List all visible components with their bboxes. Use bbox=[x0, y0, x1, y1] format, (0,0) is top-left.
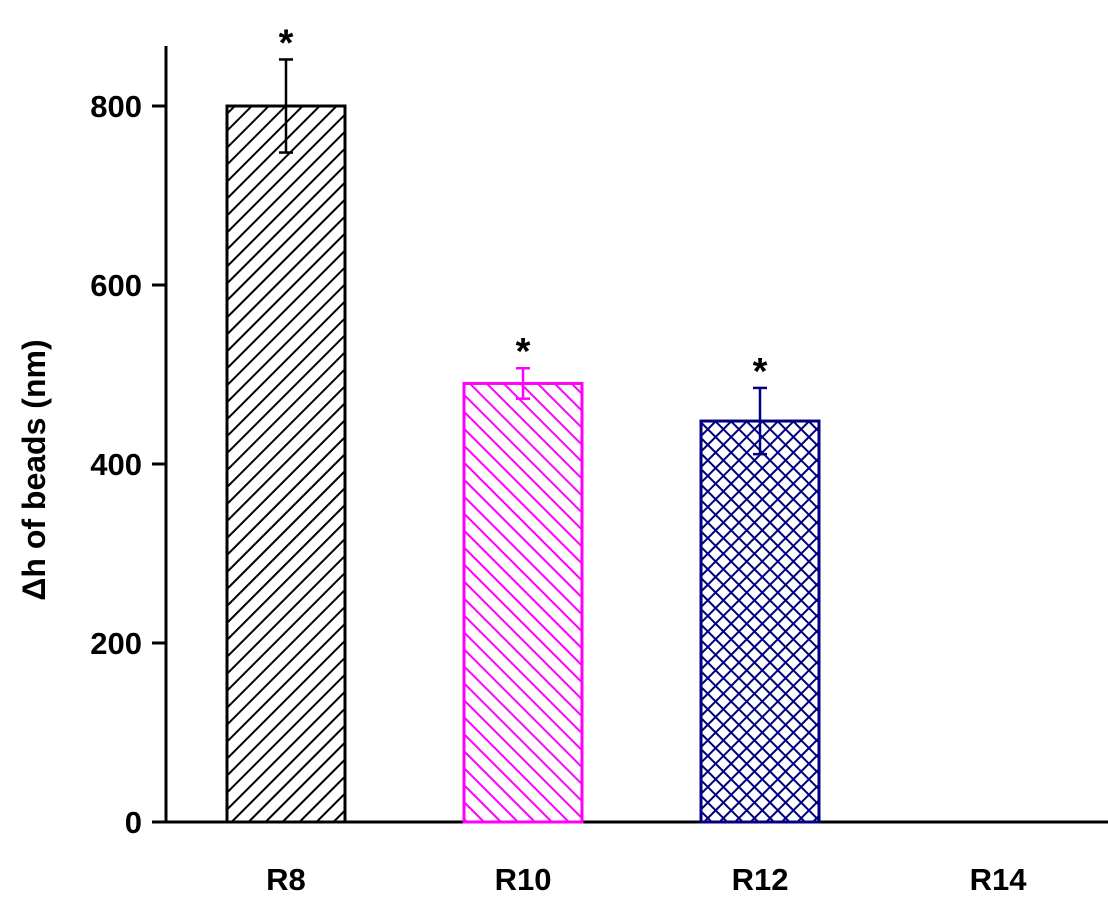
significance-marker: * bbox=[516, 331, 531, 373]
category-label-r14: R14 bbox=[970, 862, 1028, 897]
bars bbox=[225, 58, 821, 824]
y-tick-label: 400 bbox=[90, 447, 142, 482]
y-axis-title: Δh of beads (nm) bbox=[16, 339, 52, 600]
category-label-r12: R12 bbox=[732, 862, 789, 897]
y-tick-label: 800 bbox=[90, 89, 142, 124]
y-tick-label: 200 bbox=[90, 626, 142, 661]
bar-r8 bbox=[225, 104, 347, 824]
significance-marker: * bbox=[279, 22, 294, 64]
bar-r12 bbox=[699, 419, 821, 824]
y-tick-label: 0 bbox=[125, 805, 142, 840]
bar-r10 bbox=[462, 381, 584, 824]
labels: 0 200 400 600 800 * R8 * R10 * R12 R14 bbox=[90, 22, 1027, 897]
y-tick-label: 600 bbox=[90, 268, 142, 303]
category-label-r10: R10 bbox=[495, 862, 552, 897]
significance-marker: * bbox=[753, 351, 768, 393]
category-label-r8: R8 bbox=[266, 862, 306, 897]
